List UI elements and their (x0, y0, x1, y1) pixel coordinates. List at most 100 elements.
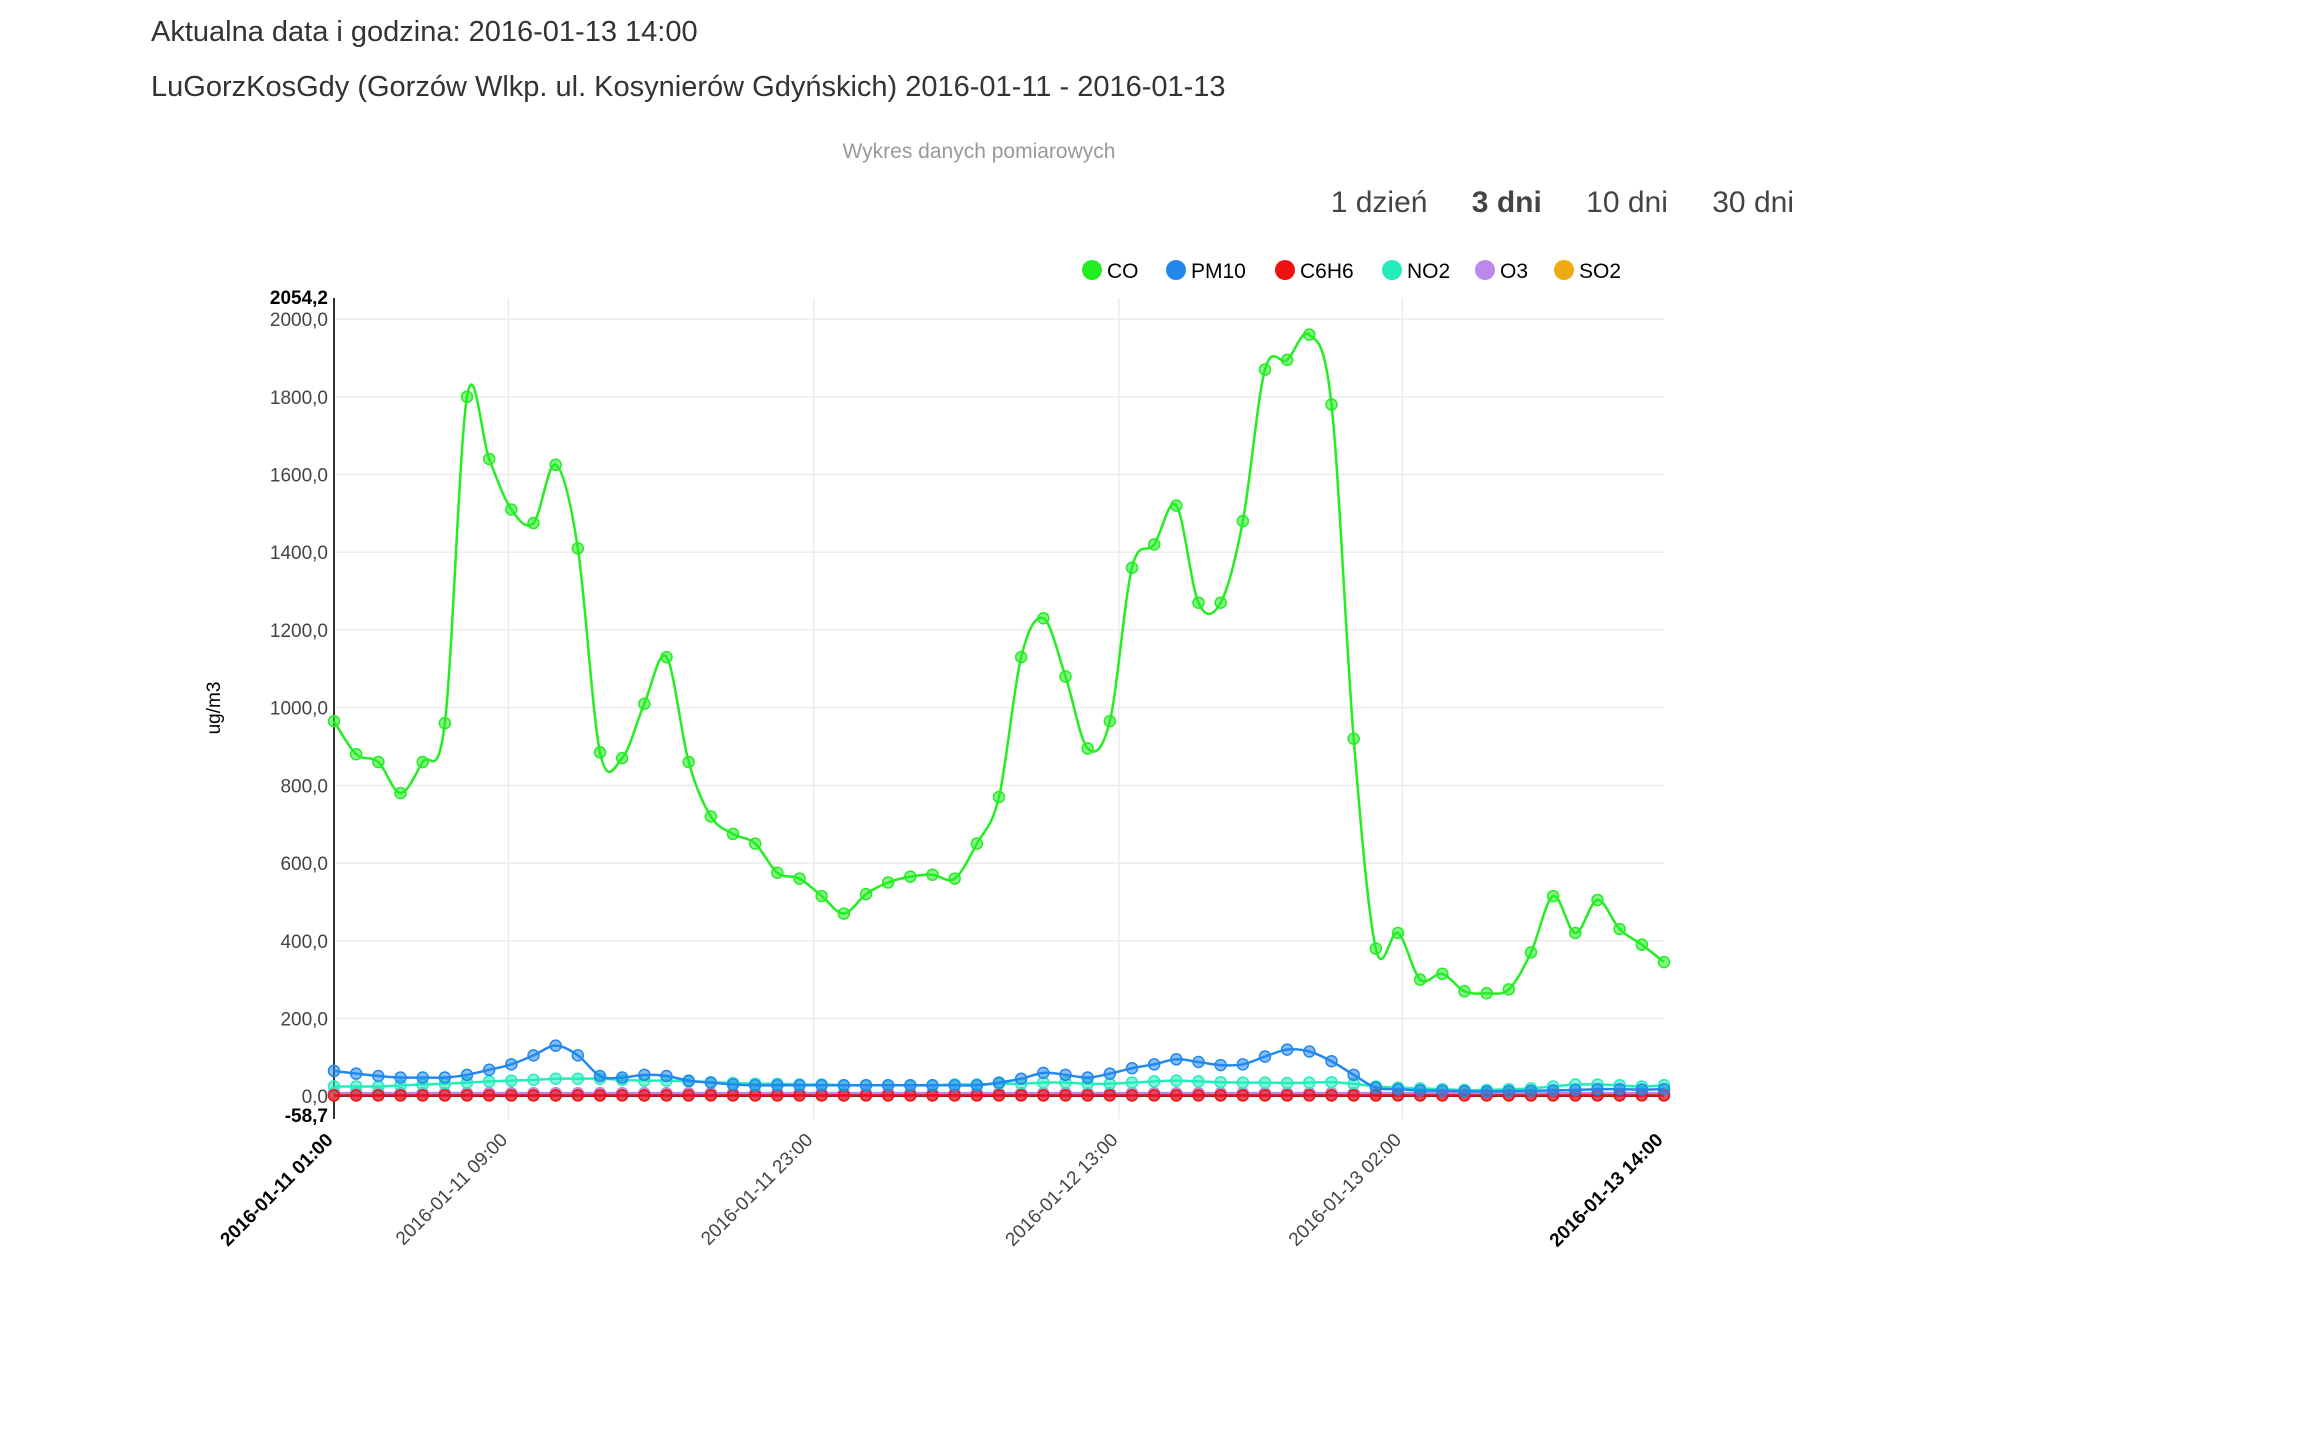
data-point[interactable] (1125, 1089, 1139, 1102)
legend-item-c6h6[interactable]: C6H6 (1275, 260, 1354, 283)
data-point[interactable] (527, 1049, 540, 1062)
data-point[interactable] (615, 1089, 629, 1102)
data-point[interactable] (682, 755, 695, 769)
data-point[interactable] (372, 1089, 385, 1102)
data-point[interactable] (1303, 328, 1316, 341)
data-point[interactable] (1125, 1076, 1139, 1089)
data-point[interactable] (1347, 1089, 1360, 1102)
data-point[interactable] (438, 1071, 452, 1084)
data-point[interactable] (1280, 1076, 1294, 1090)
data-point[interactable] (1081, 742, 1094, 755)
data-point[interactable] (1170, 1074, 1183, 1087)
data-point[interactable] (1325, 1054, 1338, 1068)
legend-item-pm10[interactable]: PM10 (1166, 260, 1246, 283)
data-point[interactable] (815, 889, 828, 903)
data-point[interactable] (1325, 1075, 1338, 1089)
data-point[interactable] (1347, 1068, 1360, 1082)
data-point[interactable] (704, 1076, 718, 1089)
data-point[interactable] (349, 748, 363, 761)
data-point[interactable] (1569, 926, 1582, 940)
data-point[interactable] (1170, 1089, 1183, 1102)
data-point[interactable] (327, 714, 341, 728)
data-point[interactable] (416, 1089, 429, 1102)
data-point[interactable] (1192, 1055, 1205, 1069)
data-point[interactable] (1436, 967, 1449, 981)
data-point[interactable] (1192, 596, 1205, 609)
data-point[interactable] (1037, 1089, 1050, 1102)
data-point[interactable] (1014, 1072, 1028, 1085)
data-point[interactable] (638, 697, 651, 710)
data-point[interactable] (1037, 612, 1050, 625)
data-point[interactable] (704, 810, 718, 823)
data-point[interactable] (793, 1079, 806, 1092)
data-point[interactable] (1236, 1076, 1250, 1089)
data-point[interactable] (482, 1063, 496, 1077)
data-point[interactable] (593, 1089, 607, 1102)
data-point[interactable] (837, 1079, 851, 1092)
data-point[interactable] (748, 1089, 762, 1102)
data-point[interactable] (1192, 1089, 1205, 1102)
data-point[interactable] (593, 746, 607, 759)
data-point[interactable] (349, 1067, 363, 1080)
data-point[interactable] (1236, 1058, 1250, 1071)
data-point[interactable] (1236, 514, 1250, 528)
data-point[interactable] (1502, 1084, 1516, 1098)
data-point[interactable] (416, 755, 429, 769)
data-point[interactable] (660, 1069, 673, 1083)
data-point[interactable] (1014, 1089, 1028, 1102)
data-point[interactable] (1103, 1067, 1117, 1080)
data-point[interactable] (1214, 1058, 1227, 1072)
data-point[interactable] (460, 1089, 474, 1102)
data-point[interactable] (615, 1071, 629, 1084)
data-point[interactable] (1147, 538, 1161, 551)
range-10-days-button[interactable]: 10 dni (1586, 186, 1668, 219)
data-point[interactable] (638, 1089, 651, 1102)
data-point[interactable] (704, 1089, 718, 1102)
data-point[interactable] (1325, 398, 1338, 411)
data-point[interactable] (1635, 1083, 1649, 1096)
data-point[interactable] (505, 503, 518, 516)
data-point[interactable] (593, 1069, 607, 1083)
data-point[interactable] (1081, 1089, 1094, 1102)
data-point[interactable] (571, 542, 585, 555)
data-point[interactable] (527, 1089, 540, 1102)
data-point[interactable] (638, 1068, 651, 1082)
data-point[interactable] (1147, 1058, 1161, 1071)
data-point[interactable] (1037, 1066, 1050, 1080)
data-point[interactable] (460, 390, 474, 404)
data-point[interactable] (349, 1089, 363, 1102)
data-point[interactable] (1258, 1089, 1272, 1102)
data-point[interactable] (1081, 1071, 1094, 1084)
data-point[interactable] (1524, 946, 1538, 959)
range-1-day-button[interactable]: 1 dzień (1330, 186, 1428, 219)
legend-item-no2[interactable]: NO2 (1382, 260, 1450, 283)
data-point[interactable] (1413, 973, 1427, 986)
data-point[interactable] (926, 1089, 939, 1102)
data-point[interactable] (660, 650, 673, 664)
data-point[interactable] (904, 1079, 917, 1092)
data-point[interactable] (1657, 1082, 1671, 1096)
data-point[interactable] (394, 786, 407, 800)
data-point[interactable] (793, 872, 806, 885)
data-point[interactable] (1613, 922, 1626, 936)
data-point[interactable] (1635, 938, 1649, 951)
data-point[interactable] (904, 1089, 917, 1102)
data-point[interactable] (482, 1089, 496, 1102)
legend-item-o3[interactable]: O3 (1475, 260, 1528, 283)
data-point[interactable] (660, 1089, 673, 1102)
data-point[interactable] (1103, 1089, 1117, 1102)
data-point[interactable] (1214, 1075, 1227, 1089)
range-3-days-button[interactable]: 3 dni (1471, 186, 1542, 219)
data-point[interactable] (748, 837, 762, 850)
data-point[interactable] (505, 1058, 518, 1071)
data-point[interactable] (948, 1079, 961, 1092)
data-point[interactable] (1458, 985, 1471, 998)
data-point[interactable] (926, 868, 939, 881)
data-point[interactable] (948, 1089, 961, 1102)
data-point[interactable] (460, 1068, 474, 1082)
data-point[interactable] (992, 1089, 1006, 1102)
data-point[interactable] (1303, 1076, 1316, 1089)
data-point[interactable] (970, 1079, 984, 1092)
data-point[interactable] (1347, 732, 1360, 745)
data-point[interactable] (1147, 1089, 1161, 1102)
